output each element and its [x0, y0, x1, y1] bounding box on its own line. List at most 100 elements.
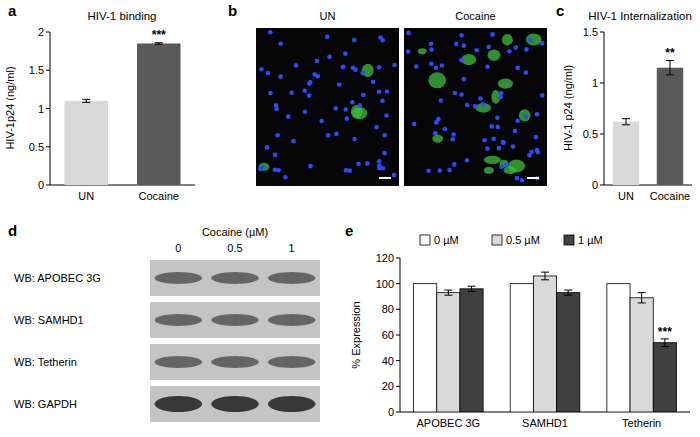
- infected-cell: [352, 107, 367, 119]
- lane-label: 0: [175, 242, 181, 254]
- chart-panel-c: cHIV-1 InternalizationHIV-1 p24 (ng/ml)0…: [556, 2, 692, 202]
- nucleus: [345, 116, 350, 121]
- micrograph: [256, 28, 399, 186]
- nucleus: [474, 48, 479, 53]
- infected-cell: [508, 160, 525, 173]
- nucleus: [501, 140, 506, 145]
- scale-bar: [379, 177, 391, 179]
- bar: [65, 101, 109, 185]
- nucleus: [278, 74, 283, 79]
- error-bar: [564, 290, 572, 295]
- y-tick-label: 0.5: [583, 128, 598, 140]
- y-tick-label: 0: [592, 179, 598, 191]
- infected-cell: [519, 109, 531, 121]
- legend-entry: 0.5 µM: [506, 234, 540, 246]
- nucleus: [527, 153, 532, 158]
- y-tick: [600, 83, 604, 84]
- blot-band: [268, 396, 316, 412]
- panel-letter: c: [556, 2, 564, 19]
- nucleus: [380, 98, 385, 103]
- nucleus: [513, 129, 518, 134]
- y-tick-label: 2: [38, 26, 44, 38]
- nucleus: [498, 95, 503, 100]
- blot-row-label: WB: SAMHD1: [14, 314, 84, 326]
- nucleus: [377, 89, 382, 94]
- figure: aHIV-1 bindingHIV-1p24 (ng/ml)00.511.52U…: [0, 0, 700, 437]
- lane-label: 1: [289, 242, 295, 254]
- infected-cell: [259, 163, 270, 171]
- y-tick-label: 1.5: [29, 64, 44, 76]
- image-label: Cocaine: [455, 10, 495, 22]
- bar: [510, 284, 533, 412]
- blot-strip: [150, 260, 320, 296]
- nucleus: [450, 137, 455, 142]
- chart-title: HIV-1 binding: [87, 10, 156, 22]
- blot-row-label: WB: Tetherin: [14, 356, 77, 368]
- nucleus: [351, 65, 356, 70]
- scale-bar: [527, 177, 539, 179]
- panel-letter: a: [8, 2, 17, 19]
- nucleus: [499, 164, 504, 169]
- bar: [460, 289, 483, 412]
- nucleus: [261, 165, 266, 170]
- nucleus: [436, 117, 441, 122]
- infected-cell: [428, 72, 446, 88]
- y-tick: [46, 108, 50, 109]
- y-tick: [600, 134, 604, 135]
- image-background: [404, 28, 547, 186]
- blot-header: Cocaine (µM): [202, 226, 268, 238]
- blot-strip: [150, 386, 320, 422]
- nucleus: [266, 71, 271, 76]
- y-tick-label: 20: [382, 380, 394, 392]
- nucleus: [495, 116, 500, 121]
- nucleus: [459, 58, 464, 63]
- nucleus: [365, 161, 370, 166]
- chart-panel-e: e% Expression020406080100120APOBEC 3GSAM…: [345, 222, 690, 429]
- nucleus: [307, 81, 312, 86]
- y-tick-label: 0.5: [29, 141, 44, 153]
- infected-cell: [432, 134, 443, 142]
- nucleus: [414, 64, 419, 69]
- panel-letter: e: [345, 222, 353, 239]
- nucleus: [385, 89, 390, 94]
- nucleus: [433, 131, 438, 136]
- nucleus: [341, 65, 346, 70]
- y-tick: [396, 309, 400, 310]
- chart-title: HIV-1 Internalization: [588, 10, 692, 22]
- bar: [414, 284, 437, 412]
- nucleus: [302, 88, 307, 93]
- y-tick: [600, 32, 604, 33]
- blot-band: [155, 356, 203, 368]
- error-bar: [82, 99, 90, 102]
- nucleus: [308, 164, 313, 169]
- nucleus: [520, 178, 525, 183]
- y-tick: [46, 32, 50, 33]
- nucleus: [490, 32, 495, 37]
- nucleus: [392, 173, 397, 178]
- legend-swatch: [492, 235, 502, 245]
- nucleus: [462, 43, 467, 48]
- nucleus: [462, 77, 467, 82]
- y-tick-label: 60: [382, 329, 394, 341]
- mark-labels: UNCocaine***: [78, 28, 179, 202]
- nucleus: [459, 33, 464, 38]
- nucleus: [406, 31, 411, 36]
- y-tick: [46, 185, 50, 186]
- nucleus: [478, 96, 483, 101]
- bar: [630, 298, 653, 412]
- y-tick-label: 0: [38, 179, 44, 191]
- error-bar: [661, 339, 669, 347]
- nucleus: [337, 82, 342, 87]
- y-axis: [604, 32, 605, 185]
- bar: [137, 43, 181, 185]
- bar: [607, 284, 630, 412]
- nucleus: [392, 63, 397, 68]
- nucleus: [524, 70, 529, 75]
- marks: [613, 61, 683, 185]
- error-bar: [666, 61, 674, 75]
- nucleus: [523, 114, 528, 119]
- nucleus: [504, 162, 509, 167]
- blot-row-label: WB: APOBEC 3G: [14, 272, 101, 284]
- y-tick-label: 40: [382, 355, 394, 367]
- nucleus: [378, 35, 383, 40]
